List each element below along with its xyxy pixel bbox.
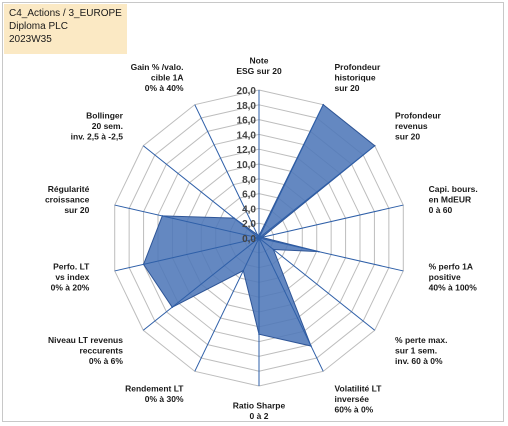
axis-label-line: vs index — [55, 272, 89, 282]
axis-label-line: 60% à 0% — [334, 404, 373, 414]
axis-label-line: positive — [429, 272, 461, 282]
axis-label-line: inv. 2,5 à -2,5 — [71, 132, 124, 142]
axis-label: Rendement LT0% à 30% — [125, 383, 184, 404]
axis-spoke — [114, 237, 260, 272]
axis-label-line: Bollinger — [86, 111, 124, 121]
axis-label-line: sur 1 sem. — [395, 345, 437, 355]
axis-label-line: 0% à 20% — [51, 282, 90, 292]
axis-label-line: Capi. bours. — [429, 184, 478, 194]
axis-label-line: Perfo. LT — [53, 261, 90, 271]
tick-label: 12,0 — [237, 145, 257, 156]
chart-frame — [2, 2, 504, 422]
tick-label: 0,0 — [242, 234, 256, 245]
axis-label-line: 0% à 40% — [145, 83, 184, 93]
axis-label-line: Profondeur — [334, 62, 380, 72]
axis-spoke — [258, 145, 376, 239]
tick-label: 18,0 — [237, 101, 257, 112]
axis-label-line: sur 20 — [395, 132, 420, 142]
tick-label: 10,0 — [237, 160, 257, 171]
axis-label-line: Profondeur — [395, 111, 441, 121]
axis-label-line: inversée — [334, 394, 369, 404]
axis-spoke — [258, 237, 376, 331]
tick-label: 20,0 — [237, 86, 257, 97]
header-category: C4_Actions / 3_EUROPE — [9, 8, 122, 19]
axis-label-line: 0 à 2 — [250, 411, 269, 421]
axis-spoke — [258, 104, 324, 239]
axis-label-line: croissance — [45, 195, 90, 205]
axis-spoke — [114, 204, 260, 239]
axis-spoke — [194, 104, 260, 239]
axis-spoke — [258, 204, 404, 239]
axis-label-line: 0 à 60 — [429, 205, 453, 215]
radar-axes — [114, 90, 404, 386]
tick-label: 14,0 — [237, 130, 257, 141]
axis-label-line: % perte max. — [395, 335, 447, 345]
header-company: Diploma PLC — [9, 21, 68, 32]
tick-label: 6,0 — [242, 190, 256, 201]
header-week: 2023W35 — [9, 34, 52, 45]
axis-label-line: Volatilité LT — [334, 383, 382, 393]
axis-label-line: sur 20 — [64, 205, 89, 215]
tick-label: 16,0 — [237, 116, 257, 127]
axis-spoke — [142, 237, 260, 331]
chart-header: C4_Actions / 3_EUROPE Diploma PLC 2023W3… — [4, 4, 127, 54]
axis-label-line: Note — [250, 56, 269, 66]
radar-ticks: 0,0 2,0 4,0 6,0 8,0 10,0 12,0 14,0 16,0 18,0 20,0 — [237, 86, 257, 245]
axis-label-line: 0% à 30% — [145, 394, 184, 404]
axis-label-line: Rendement LT — [125, 383, 184, 393]
axis-label-line: Niveau LT revenus — [48, 335, 123, 345]
axis-label-line: inv. 60 à 0% — [395, 356, 443, 366]
axis-label-line: 20 sem. — [92, 121, 123, 131]
axis-label-line: sur 20 — [334, 83, 359, 93]
axis-label-line: Gain % /valo. — [131, 62, 184, 72]
axis-spoke — [142, 145, 260, 239]
axis-label-line: % perfo 1A — [429, 261, 473, 271]
axis-label-line: historique — [334, 73, 375, 83]
axis-label-line: Ratio Sharpe — [233, 401, 286, 411]
axis-label: Gain % /valo.cible 1A0% à 40% — [131, 62, 184, 93]
axis-label-line: ESG sur 20 — [236, 66, 282, 76]
axis-label-line: 0% à 6% — [89, 356, 123, 366]
axis-label: % perte max.sur 1 sem.inv. 60 à 0% — [395, 335, 447, 366]
axis-spoke — [194, 237, 260, 372]
axis-label-line: 40% à 100% — [429, 282, 478, 292]
tick-label: 4,0 — [242, 204, 256, 215]
tick-label: 2,0 — [242, 219, 256, 230]
axis-label-line: revenus — [395, 121, 428, 131]
axis-spoke — [258, 237, 324, 372]
axis-label-line: en MdEUR — [429, 195, 472, 205]
axis-label-line: cible 1A — [151, 73, 184, 83]
axis-spoke — [258, 237, 404, 272]
axis-label-line: reccurents — [79, 345, 123, 355]
axis-label-line: Régularité — [48, 184, 90, 194]
tick-label: 8,0 — [242, 175, 256, 186]
